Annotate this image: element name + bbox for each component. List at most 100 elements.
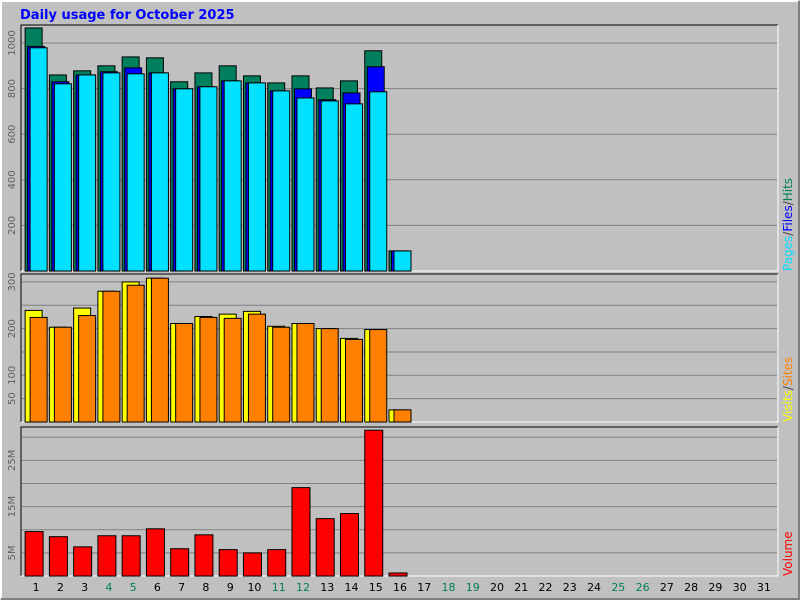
axis-label: Volume (781, 531, 795, 576)
bar (29, 47, 48, 272)
chart-title: Daily usage for October 2025 (20, 8, 235, 23)
legend-entry: Visits (781, 390, 795, 422)
legend-entry: Pages (781, 236, 795, 271)
x-tick-label: 8 (202, 581, 209, 594)
bar (223, 317, 242, 423)
axis-label-separator: / (781, 231, 795, 236)
legend-entry: Volume (781, 531, 795, 576)
y-tick-label: 100 (7, 366, 18, 385)
bar (267, 549, 287, 577)
y-tick-label: 200 (7, 216, 18, 235)
x-tick-label: 19 (466, 581, 480, 594)
bar (126, 284, 145, 423)
x-tick-label: 28 (684, 581, 698, 594)
bar (199, 86, 218, 272)
bar (339, 513, 359, 577)
panel-border-dark (20, 426, 778, 576)
x-tick-label: 6 (154, 581, 161, 594)
bar (175, 322, 194, 423)
y-tick-label: 400 (7, 170, 18, 189)
x-tick-label: 15 (369, 581, 383, 594)
bar (291, 487, 311, 577)
x-tick-label: 2 (57, 581, 64, 594)
bar (48, 536, 68, 577)
bar (126, 73, 145, 272)
y-tick-label: 800 (7, 79, 18, 98)
y-tick-label: 15M (7, 496, 18, 517)
axis-label-separator: / (781, 385, 795, 390)
y-tick-label: 5M (7, 545, 18, 560)
bar (53, 326, 72, 423)
bar (242, 552, 262, 577)
x-tick-label: 10 (247, 581, 261, 594)
bar (121, 535, 141, 577)
panel-border-dark (20, 273, 778, 422)
bar (296, 322, 315, 423)
legend-entry: Hits (781, 178, 795, 201)
bar (296, 97, 315, 272)
bar (320, 100, 339, 272)
bar (29, 316, 48, 423)
x-tick-label: 23 (563, 581, 577, 594)
x-tick-label: 26 (636, 581, 650, 594)
bar (218, 549, 238, 577)
bar (320, 328, 339, 423)
x-tick-label: 14 (344, 581, 358, 594)
bar (344, 338, 363, 423)
x-tick-label: 27 (660, 581, 674, 594)
bar (102, 72, 121, 272)
x-tick-label: 12 (296, 581, 310, 594)
bar (24, 531, 44, 577)
axis-label: Visits/Sites (781, 357, 795, 422)
legend-entry: Files (781, 205, 795, 231)
x-tick-label: 30 (733, 581, 747, 594)
bar (272, 326, 291, 423)
x-tick-label: 18 (442, 581, 456, 594)
bar (102, 290, 121, 423)
y-tick-label: 300 (7, 272, 18, 291)
y-tick-label: 50 (7, 392, 18, 405)
bar (145, 528, 165, 577)
bar (272, 90, 291, 272)
axis-label-separator: / (781, 200, 795, 205)
bar (315, 518, 335, 577)
x-tick-label: 5 (130, 581, 137, 594)
bar (78, 74, 97, 272)
x-tick-label: 22 (539, 581, 553, 594)
bar (170, 548, 190, 577)
x-tick-label: 4 (105, 581, 112, 594)
x-tick-label: 3 (81, 581, 88, 594)
bar (53, 83, 72, 272)
panel-border-dark (20, 24, 778, 271)
bar (150, 277, 169, 423)
bar (247, 313, 266, 423)
bar (369, 329, 388, 423)
bar (97, 535, 117, 577)
bar (150, 72, 169, 272)
bar (393, 409, 412, 423)
x-tick-label: 31 (757, 581, 771, 594)
x-tick-label: 16 (393, 581, 407, 594)
bar (369, 91, 388, 272)
bar (393, 250, 412, 272)
bar (194, 534, 214, 577)
bar (199, 316, 218, 423)
y-tick-label: 1000 (7, 30, 18, 55)
y-tick-label: 25M (7, 450, 18, 471)
bar (175, 88, 194, 272)
legend-entry: Sites (781, 357, 795, 386)
x-tick-label: 7 (178, 581, 185, 594)
bar (344, 103, 363, 272)
x-tick-label: 24 (587, 581, 601, 594)
x-tick-label: 25 (611, 581, 625, 594)
bar (78, 315, 97, 423)
x-tick-label: 17 (417, 581, 431, 594)
bar (223, 80, 242, 272)
x-tick-label: 9 (227, 581, 234, 594)
y-tick-label: 200 (7, 319, 18, 338)
bar (247, 82, 266, 272)
x-tick-label: 21 (514, 581, 528, 594)
